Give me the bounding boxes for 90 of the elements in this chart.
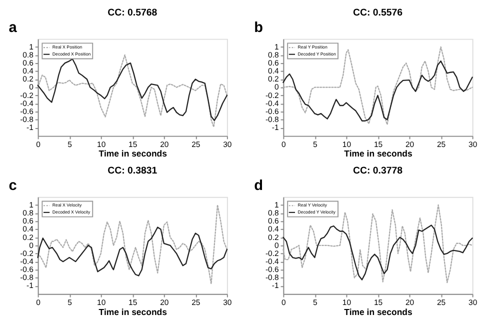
chart-title: CC: 0.3831	[108, 166, 158, 177]
x-tick-label: 30	[468, 140, 478, 149]
x-tick-label: 0	[36, 298, 40, 308]
y-tick-label: -0.8	[20, 115, 34, 124]
y-tick-label: 0.6	[268, 216, 279, 226]
y-tick-label: -0.2	[265, 248, 279, 258]
y-tick-label: 0.6	[268, 58, 279, 68]
y-tick-label: -1	[272, 123, 279, 132]
y-tick-label: -0.6	[20, 106, 34, 116]
x-axis-title: Time in seconds	[344, 148, 412, 159]
y-tick-label: -0.4	[20, 98, 34, 108]
x-tick-label: 25	[436, 140, 446, 149]
line-series	[282, 224, 473, 280]
y-tick-label: -0.6	[265, 106, 279, 116]
x-tick-label: 20	[160, 298, 169, 308]
y-tick-label: -0.4	[20, 257, 34, 266]
x-tick-label: 30	[468, 298, 478, 308]
x-tick-label: 0	[36, 140, 40, 149]
chart-title: CC: 0.3778	[352, 166, 404, 177]
line-series	[37, 226, 228, 276]
x-tick-label: 25	[436, 298, 446, 308]
x-tick-label: 15	[374, 298, 383, 308]
x-tick-label: 10	[97, 140, 106, 149]
x-tick-label: 15	[128, 298, 138, 308]
x-tick-label: 15	[374, 140, 383, 149]
y-tick-label: 0.2	[268, 74, 279, 84]
y-tick-label: -1	[26, 281, 34, 290]
y-tick-label: 0.4	[268, 66, 280, 76]
x-tick-label: 10	[342, 298, 352, 308]
text: a	[8, 20, 18, 36]
text: c	[8, 178, 17, 194]
x-tick-label: 0	[282, 140, 286, 149]
y-tick-label: -0.6	[265, 265, 279, 274]
y-tick-label: -0.8	[265, 115, 279, 124]
y-tick-label: -0.2	[20, 90, 34, 100]
x-tick-label: 20	[160, 140, 169, 149]
y-tick-label: 0.6	[22, 58, 34, 68]
text: b	[254, 20, 264, 36]
x-tick-label: 30	[223, 140, 232, 149]
y-tick-label: 0.8	[268, 208, 279, 218]
y-tick-label: -0.2	[265, 90, 279, 100]
chart-title: CC: 0.5768	[108, 8, 158, 19]
y-tick-label: 0.4	[22, 224, 34, 234]
x-tick-label: 25	[192, 140, 200, 149]
y-tick-label: 0	[29, 240, 34, 250]
y-tick-label: 1	[274, 42, 279, 52]
y-tick-label: 0.2	[22, 74, 34, 84]
line-series	[282, 46, 473, 126]
x-tick-label: 15	[128, 140, 138, 149]
y-tick-label: -0.8	[20, 273, 34, 282]
y-tick-label: 0	[274, 240, 279, 250]
y-tick-label: 0	[29, 82, 34, 92]
y-tick-label: 0.2	[22, 232, 34, 242]
x-axis-title: Time in seconds	[98, 148, 168, 159]
x-tick-label: 25	[192, 298, 200, 308]
chart-title: CC: 0.5576	[352, 8, 404, 19]
y-tick-label: 0.8	[22, 50, 34, 60]
y-tick-label: 1	[274, 200, 279, 210]
y-tick-label: -1	[26, 123, 34, 132]
y-tick-label: 0	[274, 82, 279, 92]
x-tick-label: 10	[97, 298, 106, 308]
y-tick-label: 0.6	[22, 216, 34, 226]
y-tick-label: 1	[29, 42, 34, 52]
y-tick-label: 0.4	[268, 224, 280, 234]
x-axis-title: Time in seconds	[344, 306, 412, 317]
x-tick-label: 20	[405, 298, 414, 308]
text: d	[254, 178, 263, 194]
x-tick-label: 30	[223, 298, 232, 308]
y-tick-label: 0.4	[22, 66, 34, 76]
line-series	[37, 204, 228, 284]
x-tick-label: 5	[68, 140, 72, 149]
x-tick-label: 5	[68, 298, 72, 308]
y-tick-label: -0.4	[265, 257, 280, 266]
x-tick-label: 5	[313, 298, 318, 308]
y-tick-label: -1	[272, 281, 279, 290]
y-tick-label: 1	[29, 200, 34, 210]
x-tick-label: 20	[405, 140, 414, 149]
y-tick-label: 0.8	[22, 208, 34, 218]
y-tick-label: -0.8	[265, 273, 279, 282]
y-tick-label: -0.2	[20, 248, 34, 258]
x-axis-title: Time in seconds	[98, 306, 168, 317]
y-tick-label: -0.4	[265, 98, 280, 108]
y-tick-label: 0.8	[268, 50, 279, 60]
x-tick-label: 10	[342, 140, 352, 149]
x-tick-label: 5	[313, 140, 318, 149]
x-tick-label: 0	[282, 298, 286, 308]
line-series	[282, 60, 473, 122]
y-tick-label: 0.2	[268, 232, 279, 242]
line-series	[282, 204, 473, 284]
y-tick-label: -0.6	[20, 265, 34, 274]
